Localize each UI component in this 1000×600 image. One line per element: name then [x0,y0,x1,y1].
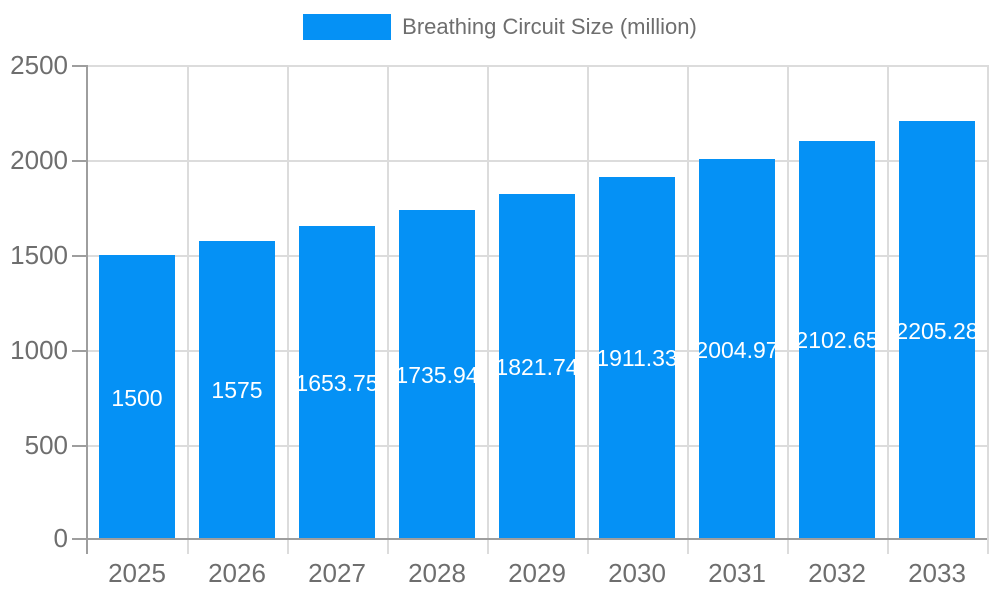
x-tick-label: 2026 [208,558,266,588]
bar-value-label: 1653.75 [295,369,379,396]
bar-value-label: 1911.33 [596,345,678,372]
y-tick-label: 0 [53,523,68,553]
x-tick-mark [187,540,189,554]
bar-value-label: 2102.65 [795,327,879,354]
bar-2026 [199,240,275,540]
x-tick-mark [387,540,389,554]
chart-legend[interactable]: Breathing Circuit Size (million) [0,14,1000,40]
bar-2025 [99,255,175,540]
y-tick-label: 1500 [10,240,68,270]
x-gridline [987,65,989,540]
y-tick-label: 1000 [10,335,68,365]
x-gridline [587,65,589,540]
x-gridline [787,65,789,540]
x-tick-label: 2031 [708,558,766,588]
bar-2033 [899,121,975,540]
bar-2027 [299,225,375,540]
bar-value-label: 2004.97 [695,336,779,363]
x-tick-mark [287,540,289,554]
x-tick-mark [687,540,689,554]
y-tick-label: 2000 [10,145,68,175]
bar-2031 [699,159,775,540]
y-gridline [87,65,987,67]
y-tick-mark [72,350,87,352]
bar-value-label: 2205.28 [895,317,979,344]
x-gridline [487,65,489,540]
x-tick-label: 2032 [808,558,866,588]
x-gridline [687,65,689,540]
x-gridline [287,65,289,540]
x-tick-label: 2030 [608,558,666,588]
x-tick-mark [487,540,489,554]
bar-2032 [799,140,875,540]
x-tick-label: 2027 [308,558,366,588]
x-tick-mark [787,540,789,554]
y-tick-mark [72,65,87,67]
bar-value-label: 1575 [211,377,263,404]
x-tick-label: 2033 [908,558,966,588]
bar-value-label: 1500 [111,384,163,411]
x-tick-label: 2025 [108,558,166,588]
y-axis-labels: 0 500 1000 1500 2000 2500 [0,50,68,553]
bar-2030 [599,176,675,540]
x-axis-line [87,538,987,540]
bar-2029 [499,193,575,540]
x-tick-mark [887,540,889,554]
plot-area: 1500 1575 1653.75 1735.94 1821.74 1911.33 2004… [72,65,989,554]
bar-2028 [399,210,475,540]
y-tick-mark [72,255,87,257]
x-tick-label: 2029 [508,558,566,588]
legend-swatch[interactable] [303,14,392,40]
x-gridline [387,65,389,540]
y-axis-line [86,65,88,540]
x-tick-mark [86,540,88,554]
y-gridline [87,160,987,162]
y-tick-mark [72,445,87,447]
y-tick-label: 500 [24,430,68,460]
x-tick-mark [587,540,589,554]
legend-label[interactable]: Breathing Circuit Size (million) [402,14,697,39]
y-tick-label: 2500 [10,50,68,80]
y-tick-mark [72,538,87,540]
x-gridline [887,65,889,540]
bar-value-label: 1821.74 [495,353,579,380]
x-tick-label: 2028 [408,558,466,588]
x-axis-labels: 2025 2026 2027 2028 2029 2030 2031 2032 2033 [87,557,987,589]
y-tick-mark [72,160,87,162]
x-tick-mark [987,540,989,554]
x-gridline [187,65,189,540]
bar-value-label: 1735.94 [395,362,479,389]
